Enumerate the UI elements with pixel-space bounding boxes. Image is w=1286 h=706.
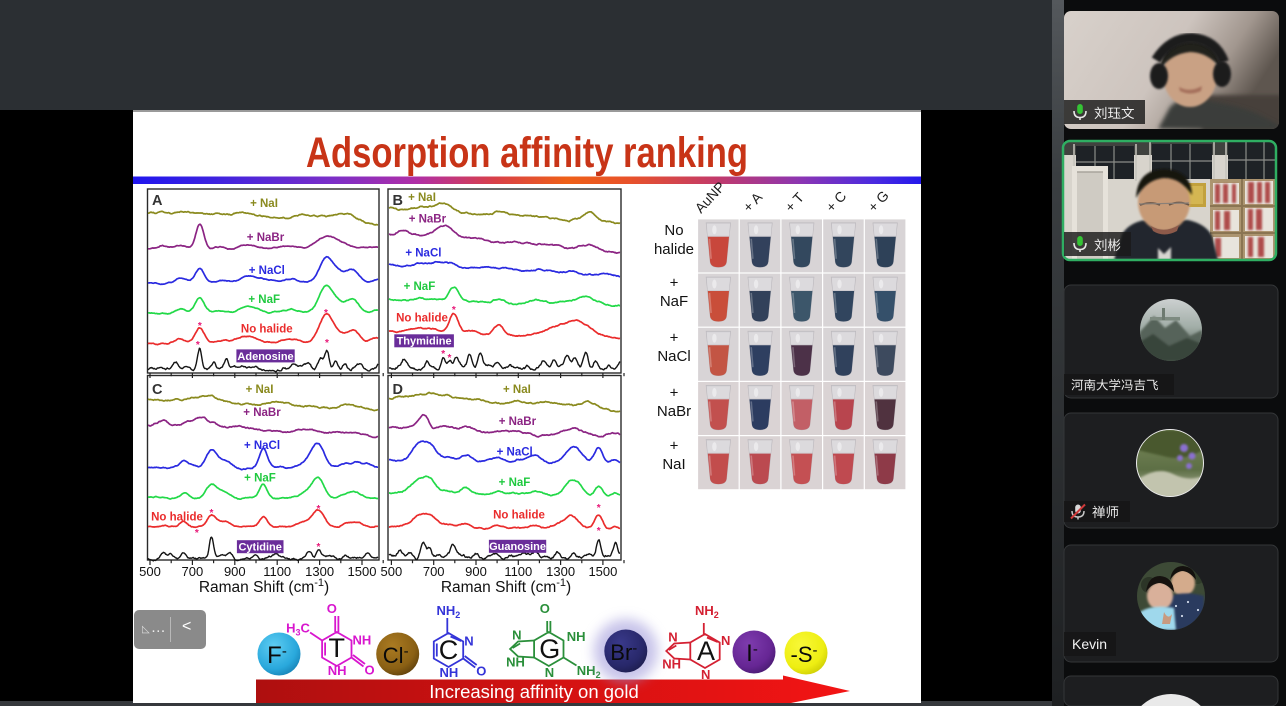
svg-text:+ NaCl: + NaCl — [249, 265, 285, 277]
svg-text:*: * — [324, 308, 328, 319]
svg-text:N: N — [464, 634, 473, 649]
svg-text:+ NaI: + NaI — [246, 384, 274, 396]
svg-text:*: * — [317, 542, 321, 553]
svg-text:*: * — [210, 508, 214, 519]
svg-text:NaF: NaF — [660, 293, 688, 310]
svg-text:halide: halide — [654, 241, 694, 258]
svg-text:500: 500 — [139, 564, 161, 579]
svg-text:900: 900 — [465, 564, 487, 579]
svg-text:NaBr: NaBr — [657, 403, 691, 420]
svg-text:Adsorption affinity ranking: Adsorption affinity ranking — [306, 129, 748, 177]
svg-text:O: O — [476, 664, 486, 679]
svg-text:NH: NH — [567, 629, 586, 644]
svg-text:+ NaBr: + NaBr — [243, 407, 281, 419]
svg-text:*: * — [196, 340, 200, 351]
svg-text:1100: 1100 — [504, 564, 532, 579]
svg-text:1500: 1500 — [348, 564, 377, 579]
svg-text:Guanosine: Guanosine — [489, 541, 546, 553]
svg-text:NH: NH — [328, 663, 347, 678]
svg-text:Adenosine: Adenosine — [237, 351, 293, 363]
svg-text:NH: NH — [440, 665, 459, 680]
svg-text:900: 900 — [224, 564, 246, 579]
svg-text:+: + — [670, 275, 679, 292]
svg-text:N: N — [545, 665, 554, 680]
svg-text:Kevin: Kevin — [1072, 636, 1107, 652]
svg-text:+ NaI: + NaI — [250, 198, 278, 210]
svg-text:I-: I- — [746, 640, 758, 667]
svg-text:C: C — [152, 382, 163, 398]
svg-text:1500: 1500 — [588, 564, 617, 579]
svg-text:H3C: H3C — [286, 621, 310, 638]
svg-text:+ NaCl: + NaCl — [405, 247, 441, 259]
svg-text:NH2: NH2 — [695, 603, 719, 620]
svg-text:1100: 1100 — [263, 564, 291, 579]
svg-text:NH2: NH2 — [437, 603, 461, 620]
svg-text:No halide: No halide — [241, 323, 293, 335]
svg-text:*: * — [597, 526, 601, 537]
svg-text:+ NaF: + NaF — [499, 477, 531, 489]
svg-text:+ NaI: + NaI — [408, 192, 436, 204]
svg-text:+: + — [670, 385, 679, 402]
svg-text:*: * — [452, 305, 456, 316]
svg-text:NH: NH — [353, 633, 372, 648]
svg-text:N: N — [701, 667, 710, 682]
svg-text:700: 700 — [423, 564, 445, 579]
svg-text:N: N — [512, 628, 521, 643]
svg-text:*: * — [441, 349, 445, 360]
svg-text:No halide: No halide — [151, 512, 203, 524]
svg-text:NH: NH — [506, 655, 525, 670]
svg-text:No: No — [664, 222, 683, 239]
svg-text:+ NaF: + NaF — [248, 294, 280, 306]
svg-text:NH: NH — [662, 657, 681, 672]
svg-text:G: G — [539, 634, 560, 664]
svg-text:+ NaI: + NaI — [503, 384, 531, 396]
svg-text:+ NaCl: + NaCl — [497, 447, 533, 459]
svg-text:+ NaBr: + NaBr — [499, 416, 537, 428]
svg-text:B: B — [393, 193, 403, 209]
svg-text:+: + — [670, 330, 679, 347]
svg-text:Increasing affinity on gold: Increasing affinity on gold — [429, 681, 638, 702]
svg-text:O: O — [327, 601, 337, 616]
svg-text:T: T — [329, 633, 346, 663]
svg-text:NH2: NH2 — [577, 663, 601, 680]
svg-text:N: N — [721, 633, 730, 648]
svg-text:500: 500 — [381, 564, 403, 579]
svg-text:A: A — [697, 636, 715, 666]
svg-text:+ NaBr: + NaBr — [409, 214, 447, 226]
svg-text:*: * — [195, 528, 199, 539]
svg-text:Thymidine: Thymidine — [397, 336, 452, 348]
svg-text:No halide: No halide — [493, 509, 545, 521]
svg-text:Raman Shift (cm-1): Raman Shift (cm-1) — [199, 577, 329, 596]
svg-text:*: * — [198, 321, 202, 332]
svg-text:Cytidine: Cytidine — [238, 542, 281, 554]
svg-text:A: A — [152, 193, 163, 209]
svg-text:+ NaF: + NaF — [404, 281, 436, 293]
svg-text:+ NaCl: + NaCl — [244, 440, 280, 452]
svg-text:O: O — [365, 663, 375, 678]
svg-text:N: N — [668, 630, 677, 645]
svg-text:Raman Shift (cm-1): Raman Shift (cm-1) — [441, 577, 571, 596]
svg-text:1300: 1300 — [546, 564, 575, 579]
svg-text:D: D — [393, 382, 403, 398]
svg-text:C: C — [439, 635, 459, 665]
svg-text:O: O — [540, 601, 550, 616]
svg-text:*: * — [597, 503, 601, 514]
svg-text:+ NaBr: + NaBr — [247, 232, 285, 244]
svg-text:No halide: No halide — [396, 312, 448, 324]
svg-text:700: 700 — [182, 564, 204, 579]
svg-text:NaI: NaI — [662, 456, 685, 473]
svg-text:1300: 1300 — [305, 564, 334, 579]
svg-text:*: * — [448, 353, 452, 364]
svg-text:+: + — [670, 438, 679, 455]
svg-text:+ NaF: + NaF — [244, 473, 276, 485]
svg-text:NaCl: NaCl — [657, 348, 690, 365]
svg-text:*: * — [317, 504, 321, 515]
svg-text:*: * — [325, 338, 329, 349]
